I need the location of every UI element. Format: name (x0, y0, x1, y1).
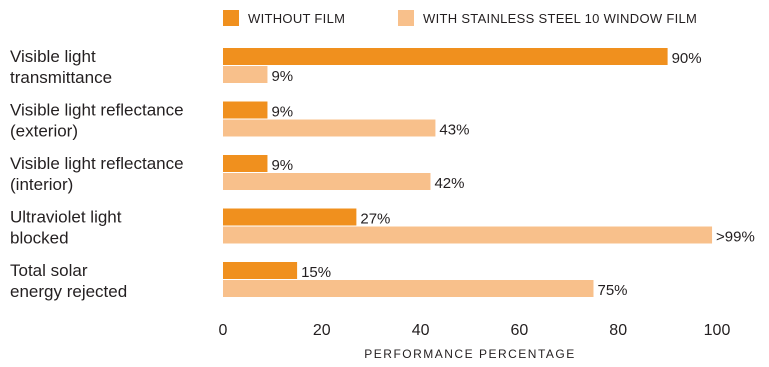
x-tick-label: 80 (609, 322, 627, 339)
data-label: 43% (439, 122, 469, 139)
x-axis-title: PERFORMANCE PERCENTAGE (364, 347, 575, 361)
category-label: Visible light reflectance (10, 101, 184, 120)
bar-without-film (223, 48, 668, 65)
category-label: Ultraviolet light (10, 208, 122, 227)
legend-label-2: WITH STAINLESS STEEL 10 WINDOW FILM (423, 11, 697, 26)
bar-with-film (223, 226, 713, 244)
legend-swatch-1 (223, 10, 239, 26)
bar-without-film (223, 101, 268, 119)
data-label: 15% (301, 264, 331, 281)
x-axis-ticks: 0 20 40 60 80 100 (219, 322, 731, 339)
category-label: Total solar (10, 261, 88, 280)
bar-without-film (223, 155, 268, 172)
bar-with-film (223, 66, 268, 83)
data-label: 9% (271, 104, 293, 121)
value-labels: 90% 9% 9% 43% 9% 42% 27% >99% 15% 75% (271, 50, 754, 299)
data-label: 75% (598, 282, 628, 299)
x-tick-label: 20 (313, 322, 331, 339)
x-tick-label: 0 (219, 322, 228, 339)
x-tick-label: 60 (511, 322, 529, 339)
bar-without-film (223, 208, 357, 226)
legend-swatch-2 (398, 10, 414, 26)
data-label: 9% (271, 157, 293, 174)
data-label: 90% (672, 50, 702, 67)
x-tick-label: 40 (412, 322, 430, 339)
category-label: (exterior) (10, 122, 78, 141)
category-labels: Visible light transmittance Visible light … (10, 47, 184, 301)
category-label: Visible light (10, 47, 96, 66)
bar-without-film (223, 262, 298, 279)
category-label: transmittance (10, 68, 112, 87)
category-label: energy rejected (10, 282, 127, 301)
category-label: blocked (10, 229, 69, 248)
data-label: 42% (434, 175, 464, 192)
category-label: (interior) (10, 175, 73, 194)
data-label: 27% (360, 211, 390, 228)
category-label: Visible light reflectance (10, 154, 184, 173)
x-tick-label: 100 (704, 322, 731, 339)
data-label: 9% (271, 68, 293, 85)
data-label: >99% (716, 229, 755, 246)
bar-with-film (223, 280, 594, 297)
bars (223, 48, 713, 297)
bar-with-film (223, 119, 436, 137)
chart-legend: WITHOUT FILM WITH STAINLESS STEEL 10 WIND… (223, 10, 697, 26)
bar-with-film (223, 173, 431, 190)
legend-label-1: WITHOUT FILM (248, 11, 345, 26)
